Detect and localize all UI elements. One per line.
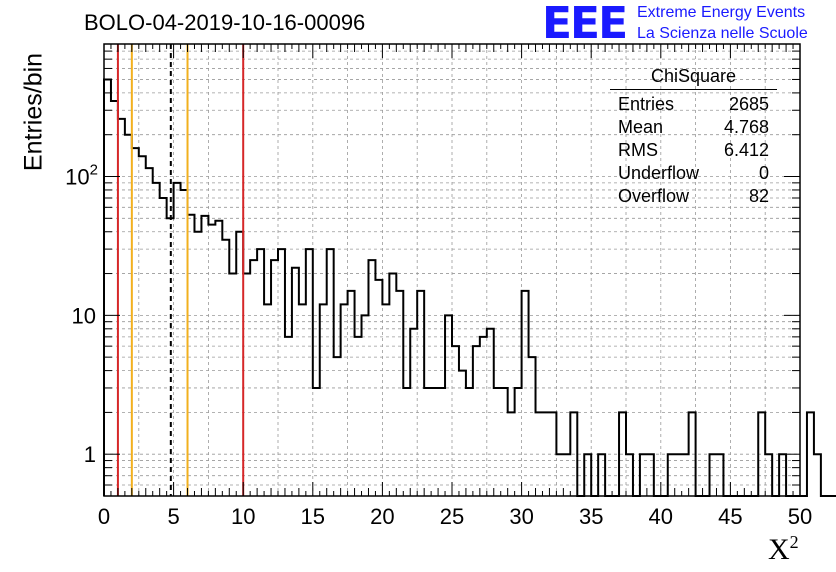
y-tick-label: 102 bbox=[65, 161, 98, 189]
x-tick-label: 5 bbox=[167, 504, 179, 529]
x-tick-label: 15 bbox=[301, 504, 325, 529]
stats-row-rms: RMS 6.412 bbox=[610, 139, 777, 162]
stats-value: 6.412 bbox=[723, 140, 769, 160]
stats-label: Underflow bbox=[618, 163, 700, 183]
stats-row-overflow: Overflow 82 bbox=[610, 185, 777, 208]
x-axis-label-text: X bbox=[768, 533, 790, 566]
stats-row-mean: Mean 4.768 bbox=[610, 116, 777, 139]
stats-row-entries: Entries 2685 bbox=[610, 93, 777, 116]
x-tick-label: 10 bbox=[231, 504, 255, 529]
x-tick-label: 20 bbox=[370, 504, 394, 529]
chart-title: BOLO-04-2019-10-16-00096 bbox=[84, 10, 366, 35]
stats-row-underflow: Underflow 0 bbox=[610, 162, 777, 185]
stats-value: 4.768 bbox=[723, 117, 769, 137]
stats-label: Overflow bbox=[618, 186, 690, 206]
x-tick-label: 30 bbox=[509, 504, 533, 529]
x-tick-label: 35 bbox=[579, 504, 603, 529]
stats-box: ChiSquare Entries 2685 Mean 4.768 RMS 6.412… bbox=[610, 66, 777, 208]
stats-title: ChiSquare bbox=[610, 66, 777, 90]
stats-label: RMS bbox=[618, 140, 658, 160]
y-tick-label: 1 bbox=[84, 442, 96, 467]
x-tick-label: 25 bbox=[440, 504, 464, 529]
stats-label: Entries bbox=[618, 94, 675, 114]
logo-line-2: La Scienza nelle Scuole bbox=[637, 25, 808, 42]
x-axis-label-superscript: 2 bbox=[789, 532, 799, 552]
y-tick-label: 10 bbox=[72, 303, 96, 328]
x-axis-label: X2 bbox=[768, 532, 799, 567]
logo-line-1: Extreme Energy Events bbox=[637, 4, 806, 21]
x-tick-label: 50 bbox=[788, 504, 812, 529]
stats-value: 82 bbox=[748, 186, 769, 206]
stats-value: 0 bbox=[758, 163, 769, 183]
x-tick-label: 40 bbox=[649, 504, 673, 529]
eee-logo: EEE bbox=[542, 0, 628, 49]
x-tick-label: 0 bbox=[98, 504, 110, 529]
stats-label: Mean bbox=[618, 117, 664, 137]
x-tick-label: 45 bbox=[718, 504, 742, 529]
stats-value: 2685 bbox=[728, 94, 769, 114]
